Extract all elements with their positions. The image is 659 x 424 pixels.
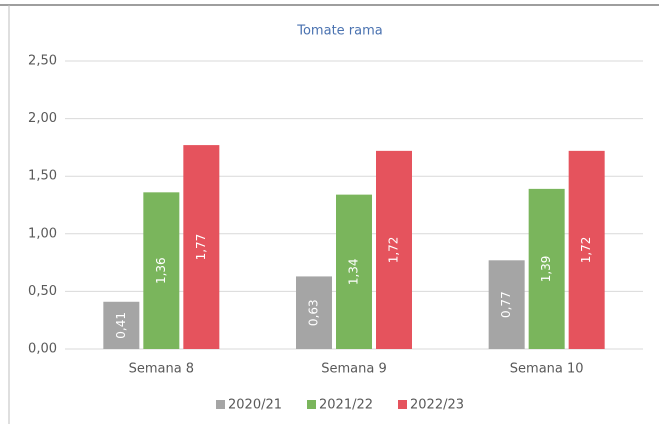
bar: [376, 150, 412, 349]
y-tick-label: 1,50: [28, 169, 57, 184]
legend-swatch: [216, 400, 225, 409]
data-label: 1,77: [194, 234, 208, 261]
bar: [336, 194, 372, 349]
y-tick-label: 0,50: [28, 284, 57, 299]
legend-label: 2020/21: [228, 398, 282, 413]
bar: [568, 150, 605, 349]
chart-title: Tomate rama: [296, 24, 382, 39]
legend-label: 2021/22: [319, 398, 373, 413]
x-tick-label: Semana 10: [510, 362, 584, 377]
data-label: 1,72: [579, 237, 593, 264]
data-label: 1,34: [347, 258, 361, 285]
legend-swatch: [398, 400, 407, 409]
x-tick-label: Semana 8: [129, 362, 195, 377]
data-label: 1,39: [539, 256, 553, 283]
data-label: 0,41: [114, 312, 128, 339]
y-tick-label: 2,50: [28, 54, 57, 69]
y-tick-label: 0,00: [28, 342, 57, 357]
bar: [183, 145, 220, 349]
legend-label: 2022/23: [410, 398, 464, 413]
data-label: 1,72: [387, 237, 401, 264]
data-label: 0,77: [499, 291, 513, 318]
bar: [528, 188, 565, 349]
bar: [103, 301, 140, 349]
data-label: 1,36: [154, 257, 168, 284]
bar: [296, 276, 332, 349]
legend-swatch: [307, 400, 316, 409]
y-tick-label: 2,00: [28, 111, 57, 126]
bar: [143, 192, 180, 349]
data-label: 0,63: [307, 299, 321, 326]
y-tick-label: 1,00: [28, 226, 57, 241]
bar: [488, 260, 525, 349]
x-tick-label: Semana 9: [321, 362, 387, 377]
